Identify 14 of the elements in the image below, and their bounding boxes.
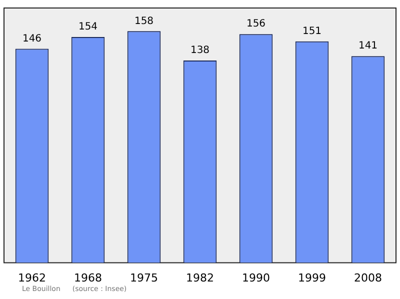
x-tick-label: 1962: [18, 271, 46, 284]
data-label: 146: [22, 33, 42, 44]
data-label: 141: [358, 40, 378, 52]
x-tick-label: 1982: [186, 271, 214, 284]
data-label: 138: [190, 45, 210, 56]
x-tick-label: 1990: [242, 271, 270, 284]
x-tick-label: 1968: [74, 271, 102, 284]
data-label: 151: [302, 26, 322, 38]
data-label: 156: [246, 18, 266, 30]
x-tick-label: 1975: [130, 271, 158, 284]
data-label: 158: [134, 16, 154, 27]
x-tick-label: 2008: [354, 271, 382, 284]
data-label: 154: [78, 22, 98, 33]
x-tick-label: 1999: [298, 271, 326, 284]
